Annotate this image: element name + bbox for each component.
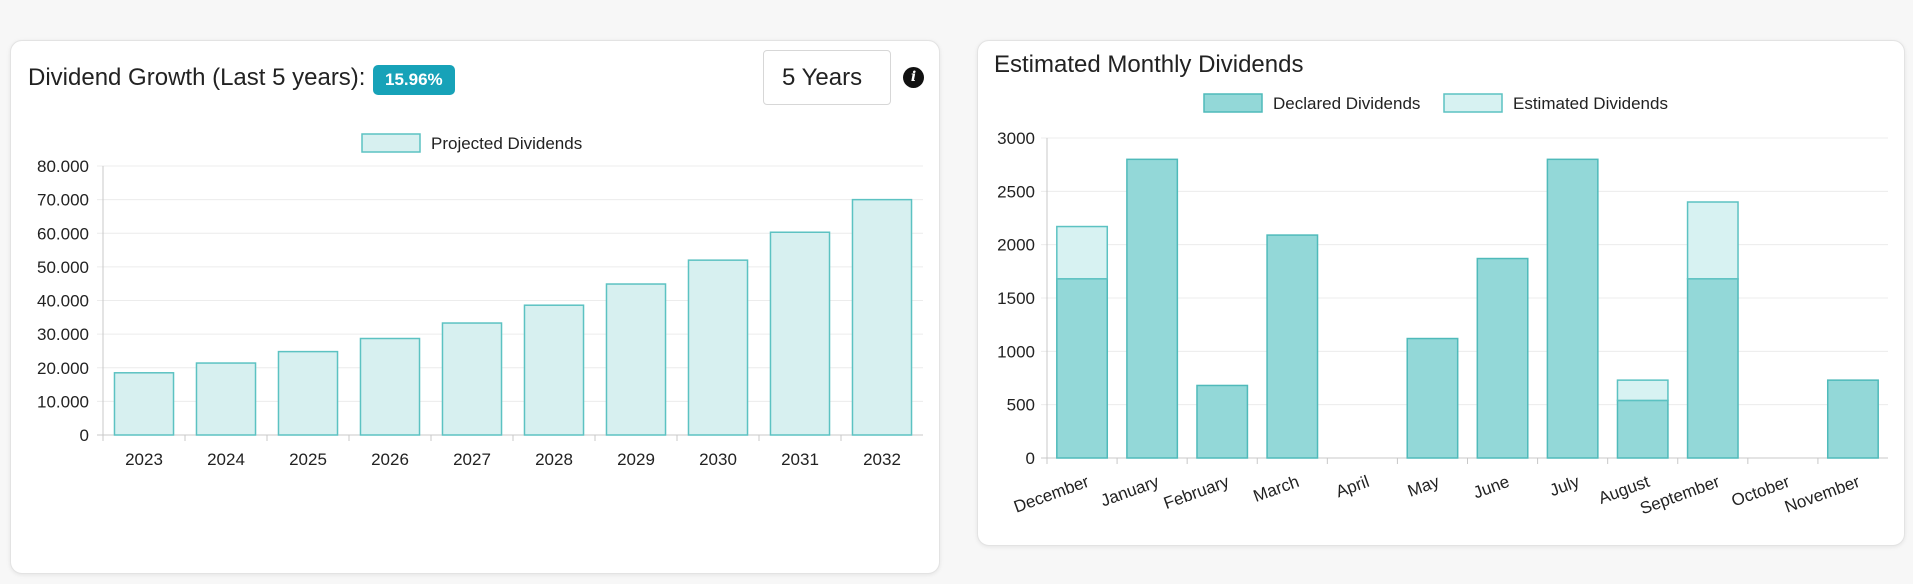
bar-2024 [195,362,257,436]
bar-declared-december [1056,278,1109,459]
bar-declared-june [1476,257,1529,459]
x-tick-label: 2031 [781,450,819,469]
y-tick-label: 2500 [997,182,1035,201]
y-tick-label: 2000 [997,236,1035,255]
y-tick-label: 0 [80,426,89,445]
bar-estimated-september [1686,201,1739,280]
bar-declared-january [1126,158,1179,459]
x-tick-label: 2028 [535,450,573,469]
x-tick-label: 2032 [863,450,901,469]
bar-2028 [523,304,585,436]
x-tick-label: June [1471,472,1512,502]
bar-estimated-august [1616,379,1669,402]
legend-swatch-projected [361,133,421,153]
y-tick-label: 0 [1026,449,1035,468]
x-tick-label: July [1547,472,1582,500]
x-tick-label: 2025 [289,450,327,469]
bar-2031 [769,231,831,436]
bar-2026 [359,337,421,436]
y-tick-label: 20.000 [37,359,89,378]
bar-2032 [851,198,913,436]
y-tick-label: 80.000 [37,157,89,176]
bar-2025 [277,350,339,436]
x-tick-label: April [1333,472,1371,501]
monthly-dividends-card: Estimated Monthly Dividends 0 500 1000 1500… [977,40,1905,546]
period-select[interactable]: 5 Years [763,50,891,105]
bar-2029 [605,283,667,436]
x-tick-label: 2026 [371,450,409,469]
bar-2030 [687,259,749,436]
x-tick-label: October [1729,472,1793,511]
bar-declared-september [1686,278,1739,459]
projected-dividends-chart: 0 10.000 20.000 30.000 40.000 50.000 60.000 70.… [37,133,923,469]
x-tick-label: March [1251,472,1302,506]
y-tick-label: 70.000 [37,191,89,210]
x-tick-label: December [1011,472,1092,517]
monthly-dividends-chart: 0 500 1000 1500 2000 2500 3000 December January F… [997,93,1888,518]
bar-2027 [441,322,503,436]
dividend-growth-title: Dividend Growth (Last 5 years): [28,64,366,91]
y-tick-label: 500 [1007,396,1035,415]
bar-declared-november [1826,379,1879,459]
bar-2023 [113,372,175,436]
y-tick-label: 10.000 [37,392,89,411]
bar-declared-march [1266,234,1319,459]
x-tick-label: 2029 [617,450,655,469]
y-tick-label: 3000 [997,129,1035,148]
x-tick-label: 2024 [207,450,245,469]
dividend-growth-card: Dividend Growth (Last 5 years): 15.96% 5… [10,40,940,574]
x-tick-label: May [1405,472,1442,501]
y-tick-label: 1000 [997,342,1035,361]
bar-estimated-december [1056,225,1109,280]
bar-declared-may [1406,337,1459,459]
legend-label-declared: Declared Dividends [1273,94,1420,113]
x-tick-label: 2027 [453,450,491,469]
legend-swatch-declared [1203,93,1263,113]
growth-rate-badge: 15.96% [373,65,455,95]
y-tick-label: 50.000 [37,258,89,277]
y-tick-label: 30.000 [37,325,89,344]
y-tick-label: 40.000 [37,292,89,311]
bar-declared-july [1546,158,1599,459]
x-tick-label: 2023 [125,450,163,469]
y-tick-label: 1500 [997,289,1035,308]
info-circle-icon[interactable]: i [903,67,924,88]
bar-declared-august [1616,399,1669,459]
x-tick-label: November [1782,472,1863,517]
bar-declared-february [1196,384,1249,459]
x-tick-label: February [1161,472,1232,513]
y-tick-label: 60.000 [37,224,89,243]
monthly-dividends-title: Estimated Monthly Dividends [994,51,1304,78]
legend-label-estimated: Estimated Dividends [1513,94,1668,113]
legend-label-projected: Projected Dividends [431,134,582,153]
x-tick-label: 2030 [699,450,737,469]
legend-swatch-estimated [1443,93,1503,113]
x-tick-label: January [1098,472,1162,511]
x-tick-label: September [1638,472,1723,518]
